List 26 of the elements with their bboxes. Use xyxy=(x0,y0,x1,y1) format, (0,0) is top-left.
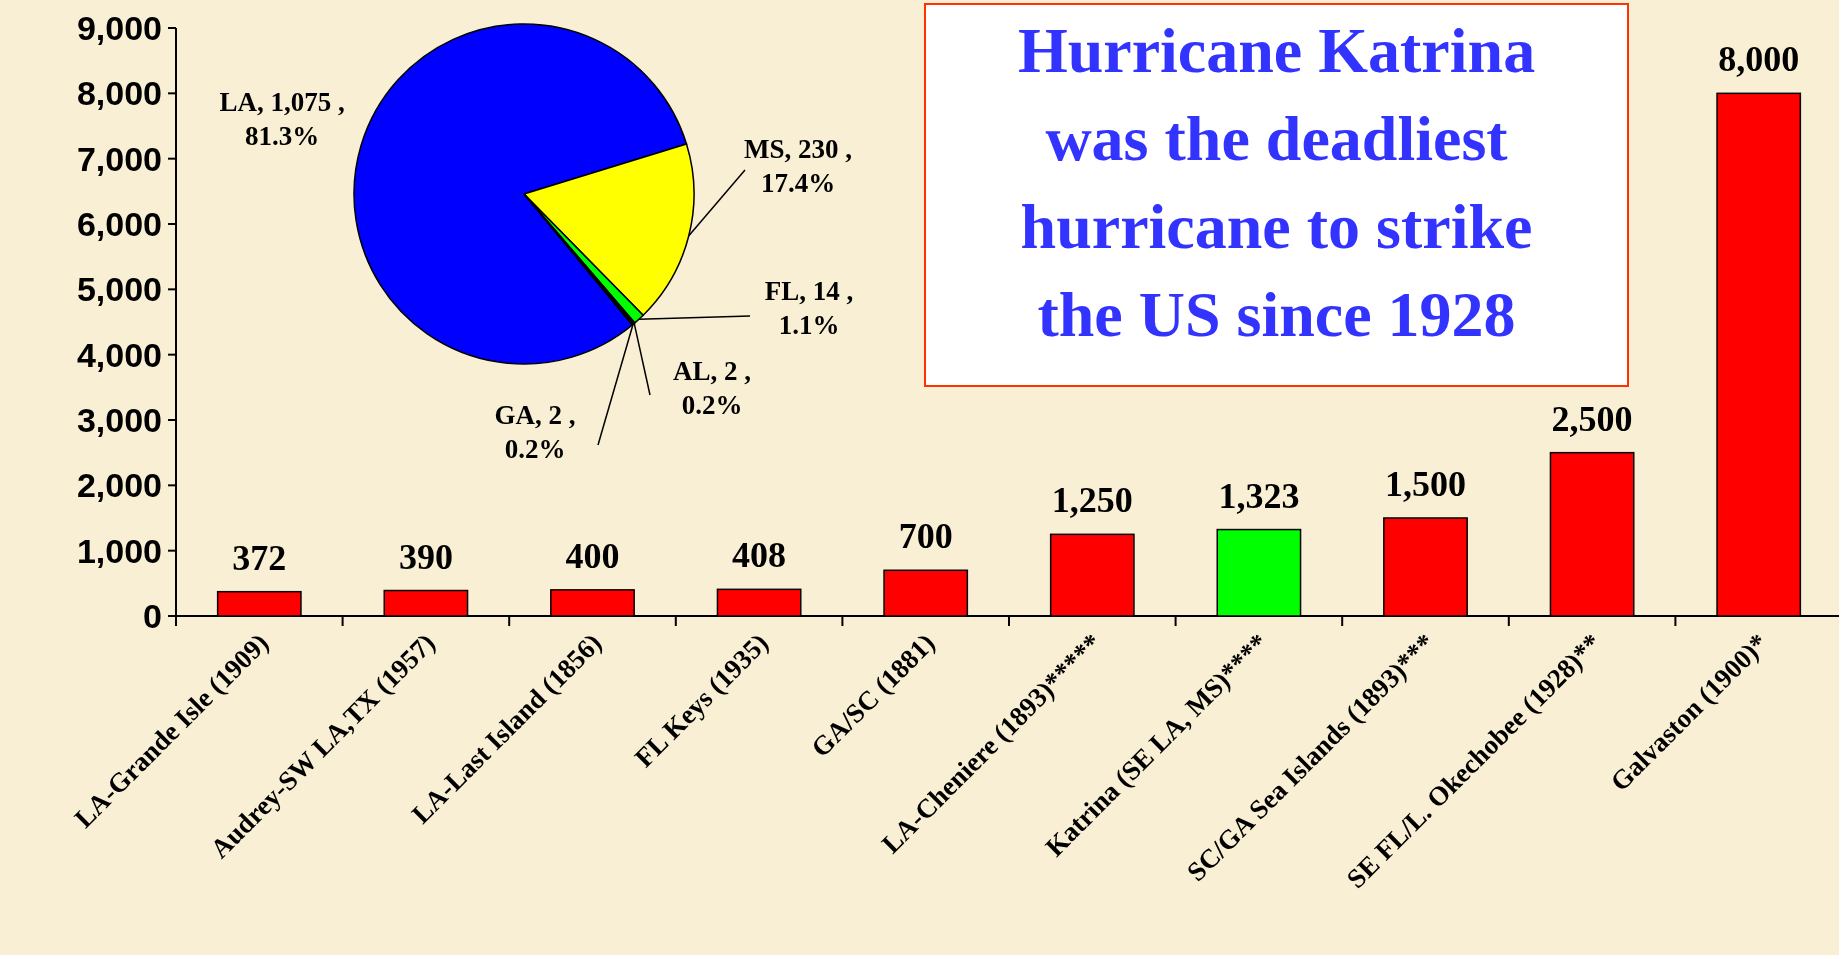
y-tick-label: 2,000 xyxy=(76,466,162,505)
y-tick-label: 7,000 xyxy=(76,139,162,178)
data-label: 372 xyxy=(232,537,287,578)
data-label: 1,323 xyxy=(1218,475,1300,516)
data-label: 2,500 xyxy=(1551,398,1633,439)
slice-label: FL xyxy=(764,276,800,306)
y-tick-label: 0 xyxy=(143,596,162,635)
y-tick-label: 5,000 xyxy=(76,270,162,309)
data-label: 408 xyxy=(732,535,787,576)
y-tick-label: 9,000 xyxy=(76,8,162,47)
y-tick-label: 1,000 xyxy=(76,531,162,570)
y-tick-label: 3,000 xyxy=(76,400,162,439)
y-tick-label: 4,000 xyxy=(76,335,162,374)
slice-label: AL xyxy=(672,356,711,386)
data-label: 1,250 xyxy=(1051,480,1133,521)
data-label: 1,500 xyxy=(1385,464,1466,504)
data-label: 700 xyxy=(898,516,953,557)
slice-label: MS xyxy=(744,134,785,164)
data-label: 8,000 xyxy=(1718,39,1800,80)
slice-label: LA xyxy=(219,87,257,117)
y-tick-label: 8,000 xyxy=(76,74,162,113)
y-tick-label: 6,000 xyxy=(76,204,162,243)
data-label: 390 xyxy=(398,536,453,577)
annotation: Hurricane Katrina was the deadliest hurricane to strike the US since 1928 xyxy=(1017,15,1536,350)
data-label: 400 xyxy=(565,535,620,576)
slice-label: GA xyxy=(494,400,535,430)
